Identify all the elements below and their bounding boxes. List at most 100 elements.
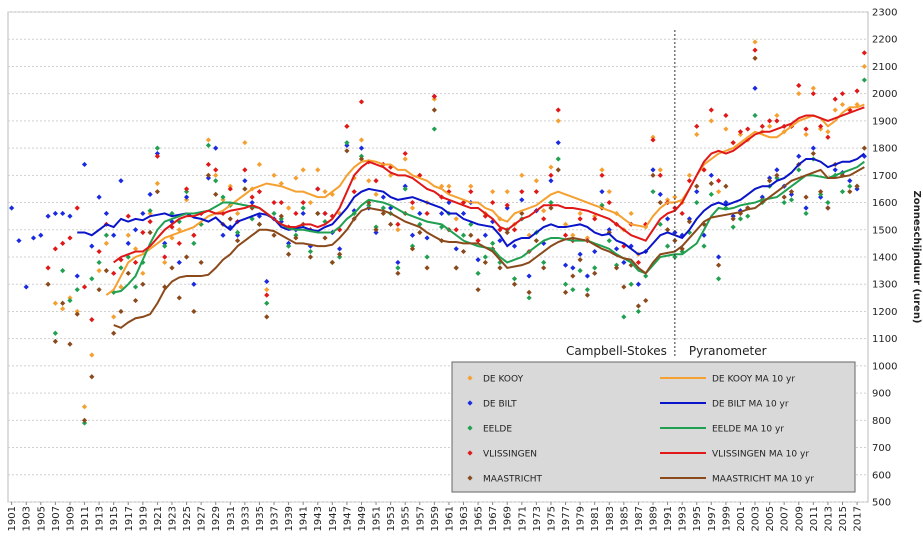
- data-point: [81, 161, 88, 168]
- data-point: [715, 254, 722, 260]
- data-point: [103, 232, 109, 238]
- data-point: [271, 172, 277, 178]
- x-tick-label: 2009: [794, 506, 805, 531]
- data-point: [417, 210, 423, 217]
- data-point: [511, 276, 518, 282]
- x-tick-label: 1913: [95, 506, 106, 531]
- data-point: [23, 284, 29, 290]
- data-point: [839, 189, 846, 195]
- data-point: [460, 210, 467, 217]
- y-tick-label: 1900: [872, 116, 897, 127]
- data-point: [737, 131, 744, 138]
- data-point: [810, 145, 816, 151]
- data-point: [657, 172, 663, 178]
- data-point: [832, 107, 838, 113]
- data-point: [264, 314, 270, 320]
- data-point: [752, 112, 758, 119]
- data-point: [533, 189, 539, 195]
- data-point: [533, 238, 539, 244]
- legend-marker: [467, 400, 473, 406]
- data-point: [300, 167, 306, 173]
- x-tick-label: 1923: [167, 506, 178, 531]
- data-point: [67, 213, 73, 219]
- data-point: [154, 180, 161, 187]
- data-point: [694, 131, 700, 138]
- data-point: [781, 199, 787, 206]
- data-point: [613, 265, 620, 271]
- x-tick-label: 2013: [823, 506, 834, 531]
- data-point: [307, 254, 314, 260]
- data-point: [395, 221, 401, 227]
- data-point: [752, 85, 758, 91]
- data-point: [664, 243, 671, 249]
- data-point: [460, 232, 467, 238]
- data-point: [599, 172, 605, 178]
- data-point: [818, 194, 824, 200]
- data-point: [708, 107, 714, 113]
- x-tick-label: 1993: [678, 506, 689, 531]
- data-point: [548, 199, 554, 206]
- data-point: [89, 352, 95, 358]
- data-point: [737, 216, 744, 222]
- data-point: [526, 273, 532, 279]
- data-point: [672, 238, 678, 244]
- data-point: [285, 243, 292, 249]
- data-point: [249, 194, 255, 200]
- x-tick-label: 1921: [153, 506, 164, 531]
- x-tick-label: 1909: [65, 506, 76, 531]
- data-point: [38, 232, 44, 238]
- data-point: [351, 175, 357, 181]
- data-point: [606, 199, 612, 206]
- data-point: [737, 129, 744, 135]
- data-point: [191, 281, 197, 287]
- data-point: [818, 191, 824, 197]
- data-point: [278, 180, 284, 187]
- data-point: [52, 210, 58, 217]
- data-point: [592, 248, 598, 255]
- data-point: [745, 126, 751, 132]
- y-tick-label: 2100: [872, 62, 897, 73]
- data-point: [635, 281, 642, 287]
- y-tick-label: 800: [872, 416, 891, 427]
- data-point: [264, 292, 270, 298]
- data-point: [730, 213, 736, 219]
- data-point: [67, 341, 73, 347]
- data-point: [67, 235, 73, 241]
- data-point: [351, 208, 357, 214]
- x-tick-label: 1903: [22, 506, 33, 531]
- data-point: [774, 112, 780, 119]
- data-point: [533, 178, 539, 184]
- data-point: [300, 205, 306, 211]
- data-point: [111, 232, 117, 238]
- data-point: [730, 224, 736, 230]
- data-point: [220, 194, 226, 200]
- data-point: [249, 199, 255, 206]
- data-point: [555, 107, 561, 113]
- data-point: [111, 289, 117, 295]
- data-point: [650, 134, 656, 140]
- data-point: [672, 205, 678, 211]
- data-point: [752, 39, 758, 45]
- x-tick-label: 1937: [270, 506, 281, 531]
- data-point: [380, 194, 386, 200]
- data-point: [584, 273, 591, 279]
- data-point: [788, 191, 795, 197]
- data-point: [256, 189, 263, 195]
- data-point: [752, 55, 758, 61]
- data-point: [162, 240, 168, 246]
- data-point: [723, 183, 729, 189]
- data-point: [592, 270, 598, 276]
- data-point: [774, 172, 780, 178]
- data-point: [803, 194, 809, 200]
- x-tick-label: 1939: [284, 506, 295, 531]
- data-point: [52, 246, 58, 252]
- data-point: [701, 167, 707, 173]
- data-point: [234, 210, 241, 217]
- data-point: [140, 210, 146, 217]
- data-point: [256, 221, 263, 227]
- data-point: [650, 137, 656, 143]
- data-point: [103, 210, 109, 217]
- data-point: [664, 216, 671, 222]
- data-point: [475, 238, 481, 244]
- data-point: [664, 227, 671, 233]
